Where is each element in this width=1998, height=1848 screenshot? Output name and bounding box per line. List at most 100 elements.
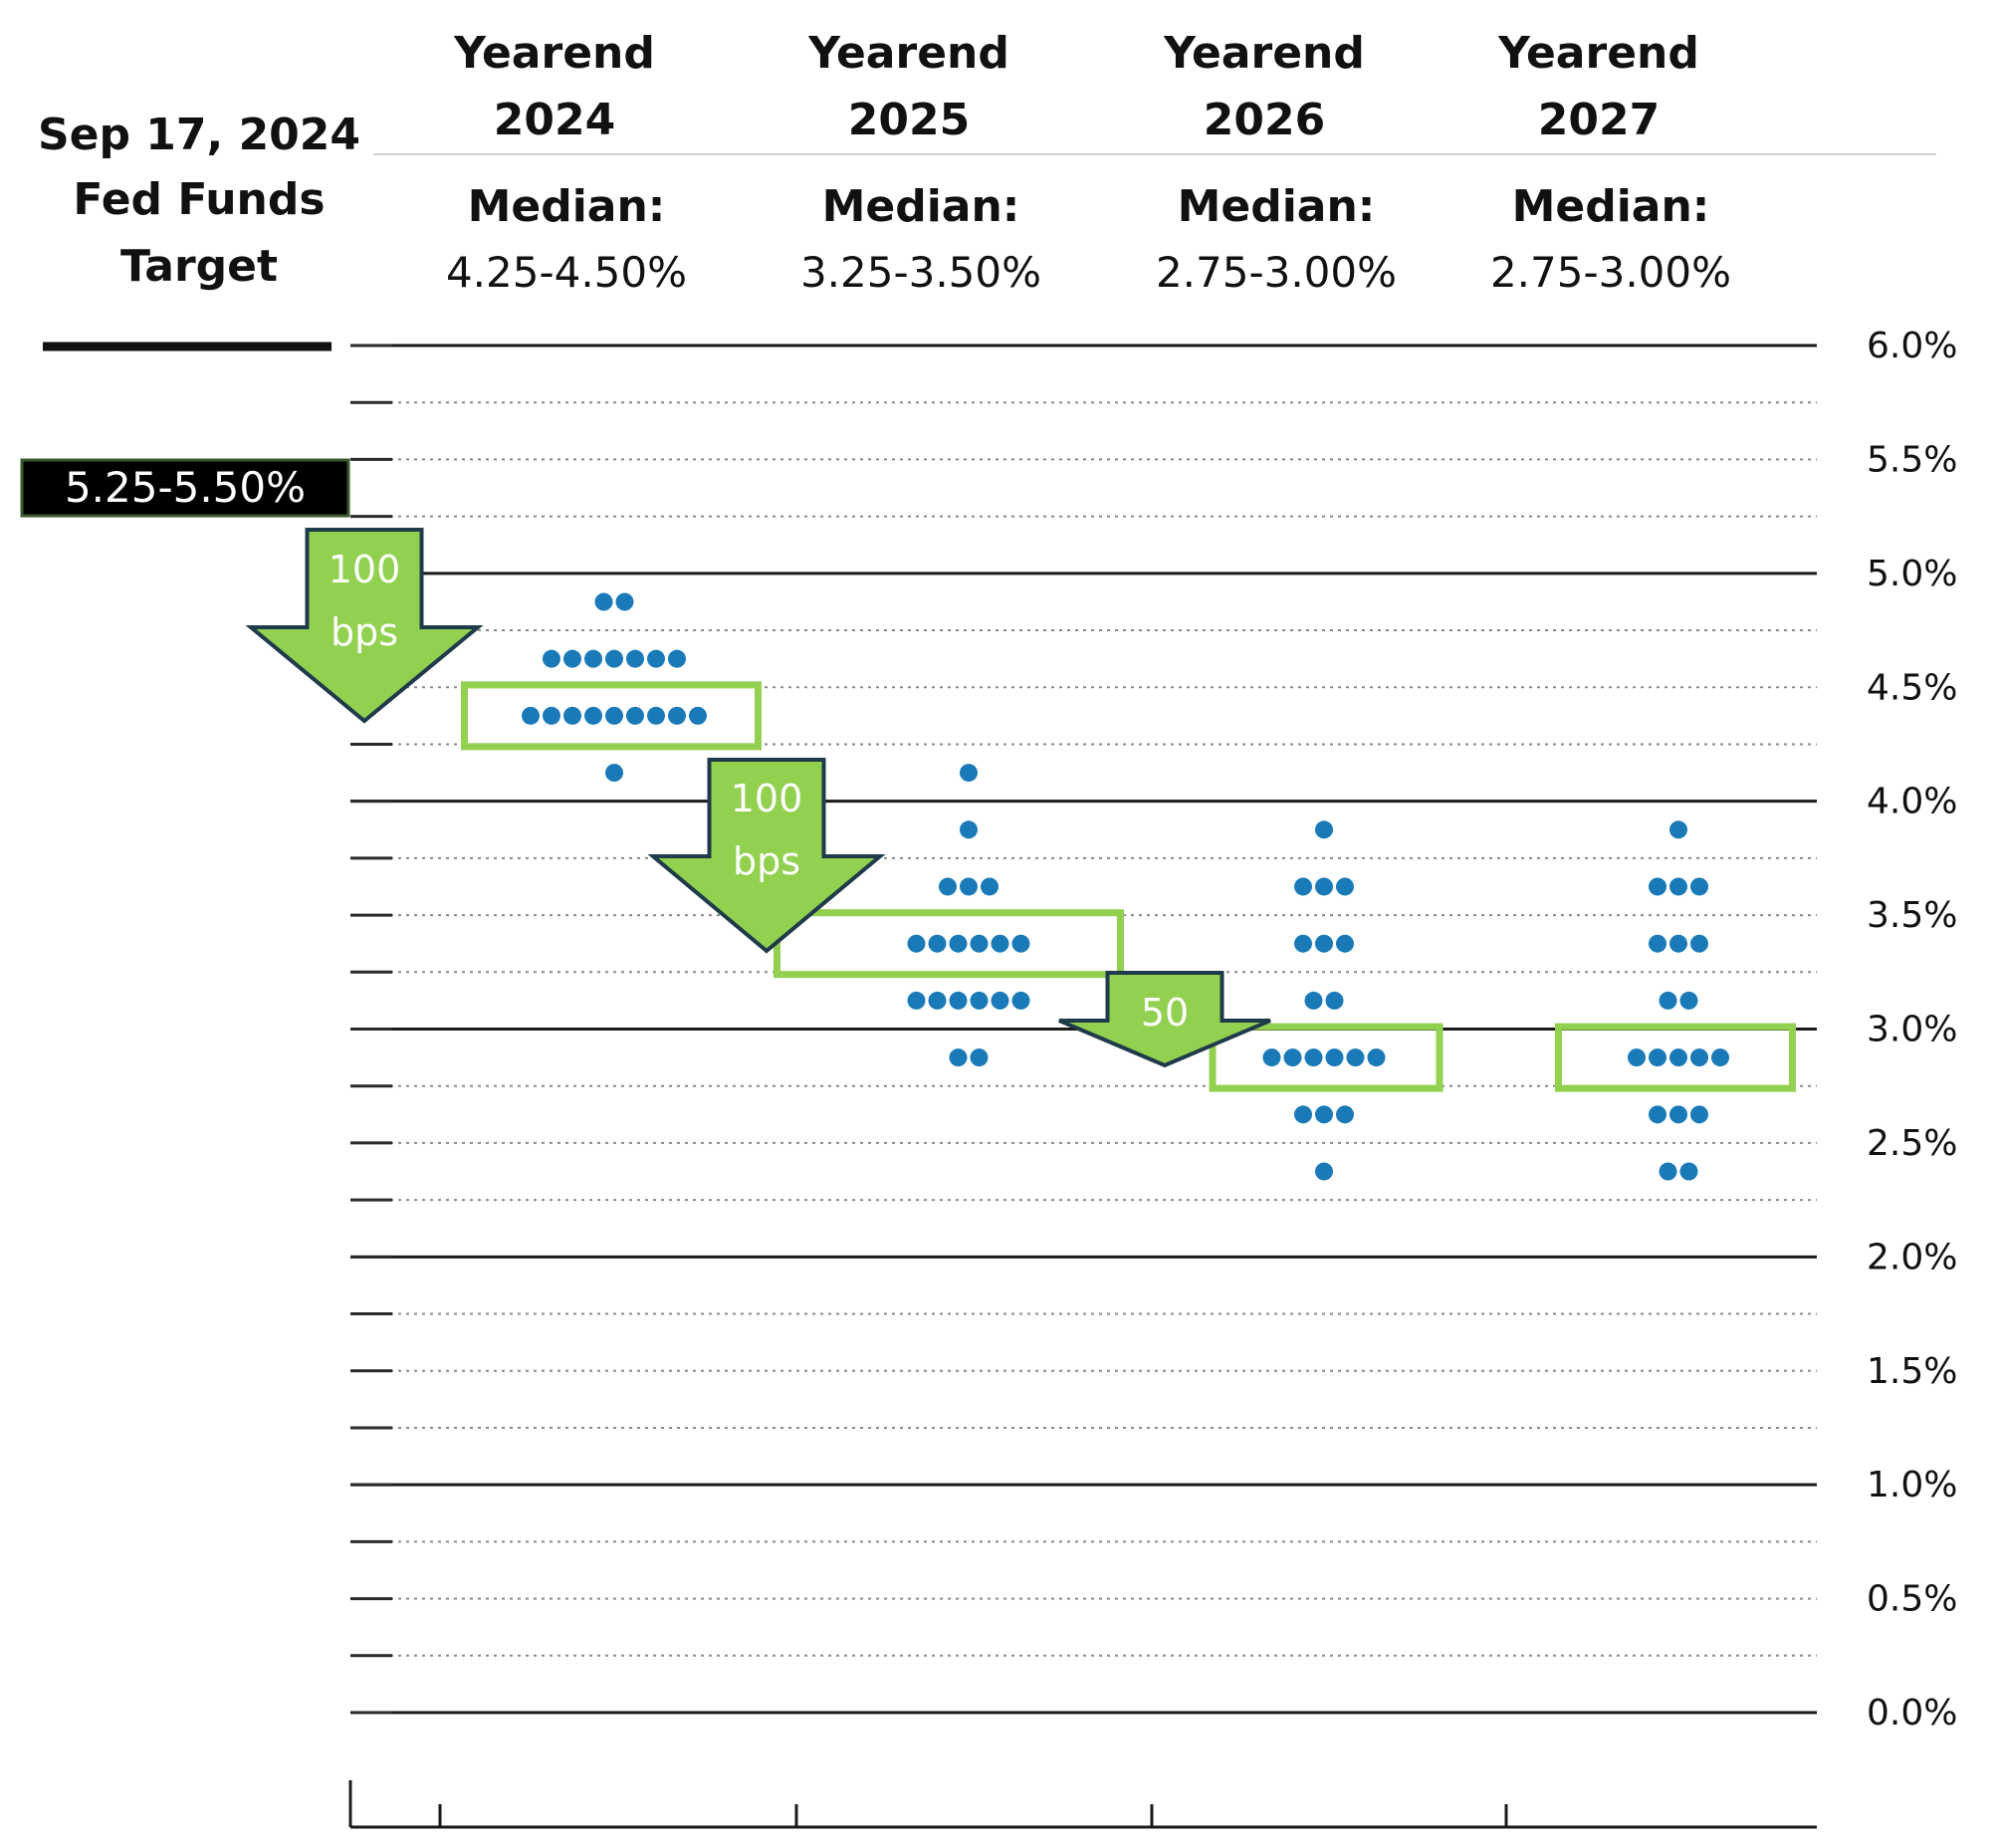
projection-dot bbox=[1315, 1162, 1333, 1181]
year-header-line1: Yearend bbox=[807, 28, 1009, 79]
down-arrow-icon bbox=[1058, 971, 1271, 1068]
y-tick-label: 1.0% bbox=[1867, 1465, 1957, 1505]
projection-dot bbox=[1711, 1048, 1729, 1067]
arrow-label: 50 bbox=[1141, 991, 1189, 1035]
projection-dot bbox=[1649, 1048, 1666, 1067]
projection-dot bbox=[907, 934, 926, 953]
projection-dot bbox=[1325, 1048, 1344, 1067]
projection-dot bbox=[939, 877, 957, 896]
y-tick-label: 2.5% bbox=[1867, 1123, 1957, 1164]
projection-dot bbox=[949, 1048, 968, 1067]
projection-dot bbox=[1315, 877, 1333, 896]
projection-dot bbox=[689, 706, 707, 725]
projection-dot bbox=[1294, 1105, 1312, 1124]
y-tick-label: 5.0% bbox=[1867, 554, 1957, 594]
projection-dot bbox=[626, 649, 644, 668]
projection-dot bbox=[605, 764, 623, 783]
projection-dot bbox=[543, 649, 560, 668]
projection-dot bbox=[1315, 1105, 1333, 1124]
projection-dot bbox=[1690, 877, 1708, 896]
year-header-line1: Yearend bbox=[1163, 28, 1365, 79]
projection-dot bbox=[605, 649, 623, 668]
projection-dot bbox=[960, 764, 978, 783]
projection-dot bbox=[647, 706, 665, 725]
year-header-line2: 2025 bbox=[848, 95, 970, 145]
projection-dot bbox=[1669, 877, 1687, 896]
current-target-label: Target bbox=[120, 241, 278, 292]
projection-dot bbox=[928, 934, 947, 953]
year-header-line1: Yearend bbox=[1497, 28, 1699, 79]
year-header-line2: 2027 bbox=[1538, 95, 1660, 145]
projection-dot bbox=[1325, 991, 1344, 1010]
projection-dot bbox=[584, 706, 602, 725]
column-headers: Yearend 2024 Median: 4.25-4.50% Yearend 2025 M… bbox=[446, 28, 1731, 297]
projection-dot bbox=[1659, 991, 1677, 1010]
y-tick-label: 0.0% bbox=[1867, 1693, 1957, 1733]
projection-dot bbox=[1669, 1105, 1687, 1124]
projection-dot bbox=[1690, 1048, 1708, 1067]
projection-dot bbox=[1679, 991, 1698, 1010]
projection-dot bbox=[1649, 877, 1666, 896]
projection-dot bbox=[949, 991, 968, 1010]
median-label: Median: bbox=[822, 181, 1020, 232]
x-axis bbox=[348, 1780, 1817, 1829]
y-tick-label: 4.0% bbox=[1867, 782, 1957, 822]
projection-dot bbox=[1669, 820, 1687, 839]
projection-dot bbox=[1262, 1048, 1281, 1067]
projection-dot bbox=[970, 934, 989, 953]
y-tick-label: 1.5% bbox=[1867, 1351, 1957, 1392]
projection-dot bbox=[626, 706, 644, 725]
grid-lines bbox=[350, 153, 1936, 1715]
projection-dot bbox=[543, 706, 560, 725]
projection-dot bbox=[1628, 1048, 1646, 1067]
current-target-label: Fed Funds bbox=[73, 174, 325, 225]
median-label: Median: bbox=[1178, 181, 1376, 232]
projection-dot bbox=[668, 706, 686, 725]
projection-dot bbox=[960, 820, 978, 839]
projection-dot bbox=[1294, 877, 1312, 896]
projection-dot bbox=[981, 877, 999, 896]
projection-dot bbox=[1690, 1105, 1708, 1124]
projection-dot bbox=[1315, 934, 1333, 953]
arrow-label: bps bbox=[331, 610, 398, 654]
down-arrow-icon bbox=[647, 758, 886, 954]
projection-dot bbox=[668, 649, 686, 668]
projection-dot bbox=[907, 991, 926, 1010]
projection-dot bbox=[1336, 934, 1354, 953]
projection-dot bbox=[970, 1048, 989, 1067]
projection-dot bbox=[1336, 877, 1354, 896]
y-tick-label: 5.5% bbox=[1867, 439, 1957, 480]
arrow-label: 100 bbox=[329, 548, 401, 591]
projection-dot bbox=[949, 934, 968, 953]
projection-dot bbox=[991, 991, 1009, 1010]
median-value: 4.25-4.50% bbox=[446, 248, 687, 297]
projection-dot bbox=[522, 706, 540, 725]
projection-dot bbox=[594, 592, 613, 611]
projection-dots bbox=[522, 592, 1729, 1181]
y-tick-label: 0.5% bbox=[1867, 1579, 1957, 1620]
projection-dot bbox=[1669, 1048, 1687, 1067]
projection-dot bbox=[1367, 1048, 1386, 1067]
projection-dot bbox=[563, 706, 581, 725]
arrow-label: bps bbox=[733, 839, 800, 883]
projection-dot bbox=[584, 649, 602, 668]
y-tick-label: 2.0% bbox=[1867, 1237, 1957, 1277]
year-header-line2: 2026 bbox=[1204, 95, 1325, 145]
projection-dot bbox=[1315, 820, 1333, 839]
projection-dot bbox=[1294, 934, 1312, 953]
year-header-line1: Yearend bbox=[453, 28, 655, 79]
change-arrows: 100 bps 100 bps 50 bbox=[245, 528, 1271, 1068]
projection-dot bbox=[1659, 1162, 1677, 1181]
projection-dot bbox=[1304, 1048, 1323, 1067]
median-label: Median: bbox=[468, 181, 666, 232]
arrow-label: 100 bbox=[731, 777, 803, 820]
median-box bbox=[1209, 1023, 1443, 1092]
projection-dot bbox=[1011, 934, 1030, 953]
median-box bbox=[1555, 1023, 1796, 1092]
median-box bbox=[461, 681, 762, 751]
y-tick-label: 3.0% bbox=[1867, 1010, 1957, 1050]
current-target-label: Sep 17, 2024 bbox=[38, 110, 360, 160]
projection-dot bbox=[615, 592, 634, 611]
median-value: 2.75-3.00% bbox=[1156, 248, 1397, 297]
projection-dot bbox=[1011, 991, 1030, 1010]
